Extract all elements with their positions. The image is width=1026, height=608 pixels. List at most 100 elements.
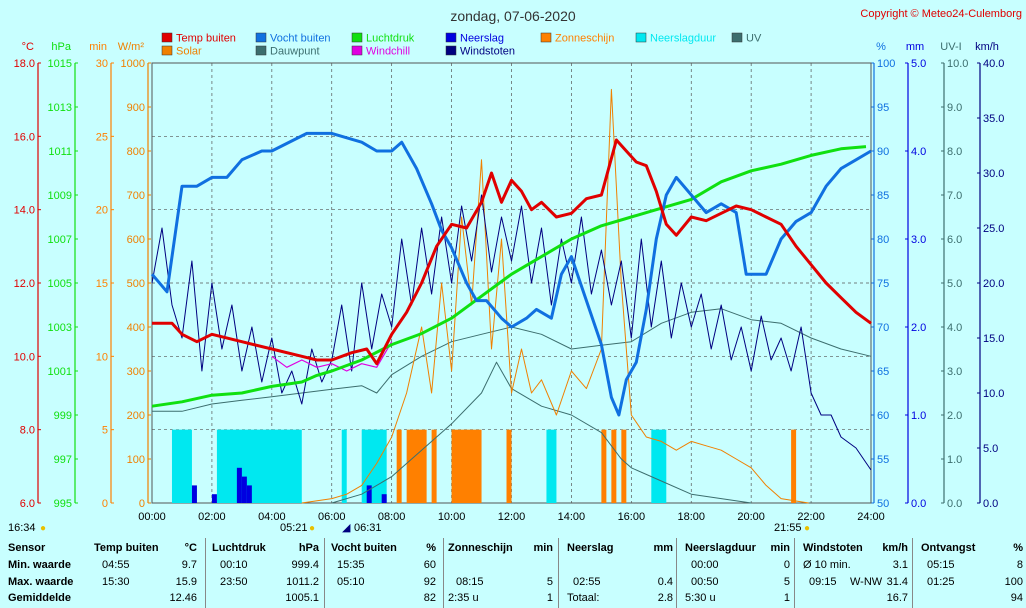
bar-zonneschijn: [611, 429, 617, 503]
humidity-tick-label: 70: [877, 322, 889, 334]
series-windstoten: [151, 194, 872, 471]
pressure-title: Luchtdruk: [212, 542, 266, 554]
bar-neerslagduur: [651, 429, 667, 503]
legend-label: Dauwpunt: [270, 46, 320, 58]
temp-axis-unit: °C: [22, 41, 34, 53]
twilight-icon: ◢: [342, 522, 351, 534]
legend-swatch: [731, 32, 743, 43]
raindur-min-time: 00:00: [691, 559, 719, 571]
bar-neerslagduur: [341, 429, 347, 503]
bar-neerslag: [191, 485, 197, 503]
rain-tick-label: 1.0: [911, 410, 926, 422]
time-tick-label: 02:00: [198, 511, 226, 523]
rain-max-time: 02:55: [573, 576, 601, 588]
pressure-tick-label: 1003: [48, 322, 72, 334]
pressure-axis-unit: hPa: [51, 41, 71, 53]
humidity-title: Vocht buiten: [331, 542, 397, 554]
legend-swatch: [161, 45, 173, 56]
humidity-tick-label: 75: [877, 278, 889, 290]
legend-swatch: [445, 32, 457, 43]
temp-tick-label: 18.0: [14, 58, 35, 70]
series-solar: [301, 88, 809, 504]
uv-tick-label: 10.0: [947, 58, 968, 70]
raindur-total: 5:30 u: [685, 592, 716, 604]
wind-avg: 16.7: [886, 592, 908, 604]
rain-tick-label: 0.0: [911, 498, 926, 510]
humidity-unit: %: [426, 542, 436, 554]
rain-title: Neerslag: [567, 542, 614, 554]
humidity-tick-label: 90: [877, 146, 889, 158]
sun_min-tick-label: 0: [102, 498, 108, 510]
solar-tick-label: 700: [127, 190, 145, 202]
series-uv: [331, 361, 752, 504]
bar-neerslag: [381, 494, 387, 503]
time-tick-label: 08:00: [378, 511, 406, 523]
bar-zonneschijn: [406, 429, 427, 503]
stats-table: Sensor Min. waarde Max. waarde Gemiddeld…: [0, 538, 1026, 608]
sun_min-tick-label: 25: [96, 131, 108, 143]
rain-total: 2.8: [657, 592, 673, 604]
humidity-tick-label: 85: [877, 190, 889, 202]
time-tick-label: 10:00: [438, 511, 466, 523]
sunshine-total: 2:35 u: [448, 592, 479, 604]
bar-zonneschijn: [506, 429, 512, 503]
time-tick-label: 14:00: [558, 511, 586, 523]
wind-tick-label: 25.0: [983, 223, 1004, 235]
sun_min-tick-label: 10: [96, 351, 108, 363]
bar-zonneschijn: [396, 429, 402, 503]
solar-tick-label: 200: [127, 410, 145, 422]
pressure-tick-label: 995: [54, 498, 72, 510]
sun_min-axis-unit: min: [89, 41, 107, 53]
bar-zonneschijn: [451, 429, 482, 503]
solar-tick-label: 400: [127, 322, 145, 334]
bar-zonneschijn: [791, 429, 797, 503]
reception-min: 8: [1016, 559, 1023, 571]
weather-chart: zondag, 07-06-2020 Copyright © Meteo24-C…: [14, 8, 1022, 523]
uv-tick-label: 9.0: [947, 102, 962, 114]
stats-sunshine: Zonneschijn min 08:15 5 2:35 u 1: [443, 538, 557, 608]
humidity-tick-label: 80: [877, 234, 889, 246]
legend-label: Temp buiten: [176, 33, 236, 45]
solar-tick-label: 100: [127, 454, 145, 466]
pressure-max-time: 23:50: [220, 576, 248, 588]
raindur-avg: 1: [783, 592, 790, 604]
stats-raindur: Neerslagduur min 00:00 0 00:50 5 5:30 u 1: [676, 538, 793, 608]
wind-tick-label: 5.0: [983, 443, 998, 455]
bar-neerslag: [366, 485, 372, 503]
sunset-time: 21:55: [774, 522, 802, 534]
pressure-tick-label: 999: [54, 410, 72, 422]
bar-neerslag: [246, 485, 252, 503]
humidity-tick-label: 95: [877, 102, 889, 114]
time-tick-label: 04:00: [258, 511, 286, 523]
uv-tick-label: 8.0: [947, 146, 962, 158]
series-temp-buiten: [152, 138, 872, 366]
stats-temp: Temp buiten °C 04:55 9.7 15:30 15.9 12.46: [90, 538, 203, 608]
reception-avg: 94: [1010, 592, 1023, 604]
label-min: Min. waarde: [8, 559, 71, 571]
humidity-tick-label: 50: [877, 498, 889, 510]
humidity-min-time: 15:35: [337, 559, 365, 571]
time-tick-label: 06:00: [318, 511, 346, 523]
uv-tick-label: 2.0: [947, 410, 962, 422]
uv-tick-label: 1.0: [947, 454, 962, 466]
label-sensor: Sensor: [8, 542, 46, 554]
temp-tick-label: 16.0: [14, 131, 35, 143]
stats-reception: Ontvangst% 05:15 8 01:25 100 94: [912, 538, 1025, 608]
solar-tick-label: 600: [127, 234, 145, 246]
pressure-avg: 1005.1: [285, 592, 319, 604]
legend-swatch: [445, 45, 457, 56]
legend-swatch: [540, 32, 552, 43]
legend: Temp buiten Vocht buiten Luchtdruk Neerslag…: [161, 32, 762, 58]
series-dauwpunt: [152, 308, 872, 412]
temp-title: Temp buiten: [94, 542, 159, 554]
legend-swatch: [635, 32, 647, 43]
bar-neerslagduur: [546, 429, 557, 503]
legend-swatch: [351, 32, 363, 43]
temp-tick-label: 8.0: [20, 425, 35, 437]
humidity-tick-label: 55: [877, 454, 889, 466]
rain-max: 0.4: [657, 576, 673, 588]
bar-zonneschijn: [621, 429, 627, 503]
pressure-tick-label: 1015: [48, 58, 72, 70]
temp-avg: 12.46: [169, 592, 197, 604]
bar-neerslagduur: [216, 429, 302, 503]
